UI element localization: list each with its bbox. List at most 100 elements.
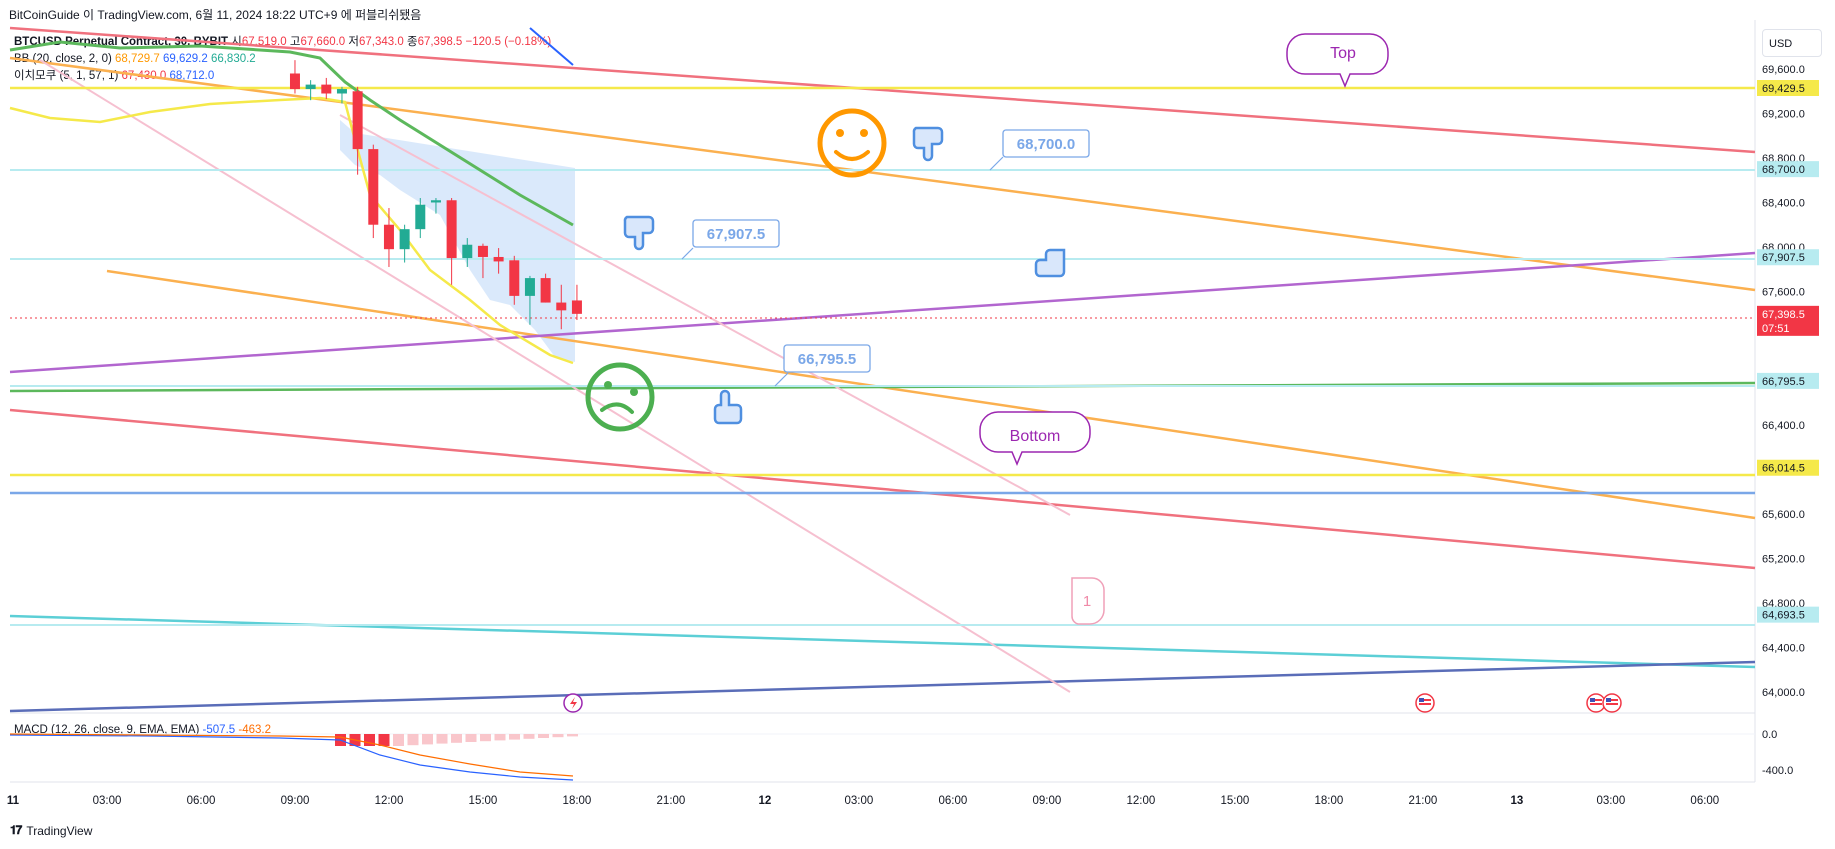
marker-1-shape xyxy=(1071,577,1105,625)
price-note-67907-box xyxy=(692,219,780,248)
time-tick-label: 21:00 xyxy=(1408,795,1437,807)
time-tick-label: 06:00 xyxy=(187,795,216,807)
open-label: 시 xyxy=(231,36,242,48)
happy-face-icon[interactable] xyxy=(817,108,887,178)
happy-face-circle xyxy=(817,108,887,178)
price-note-66795[interactable]: 66,795.5 xyxy=(774,344,871,387)
price-label-text: 66,795.5 xyxy=(1762,376,1805,388)
macd-legend[interactable]: MACD (12, 26, close, 9, EMA, EMA) -507.5… xyxy=(14,724,271,736)
confused-face-eye-right xyxy=(630,388,638,396)
ichimoku-cloud xyxy=(340,120,575,362)
callout-bottom[interactable]: Bottom xyxy=(979,411,1091,466)
candle-body xyxy=(571,300,582,314)
price-label-text: 68,700.0 xyxy=(1762,164,1805,176)
trendline-cyan[interactable] xyxy=(9,614,1756,669)
time-tick-label: 03:00 xyxy=(1596,795,1625,807)
lightning-glyph xyxy=(570,697,577,709)
time-axis[interactable]: 11 03:00 06:00 09:00 12:00 15:00 18:00 21:00 12 0… xyxy=(7,795,1719,807)
bb-lower-value: 66,830.2 xyxy=(210,53,256,65)
macd-histogram-bar xyxy=(436,734,448,744)
hand-pointer-1-shape xyxy=(623,215,655,251)
trendline-blue-short[interactable] xyxy=(529,27,574,66)
candle-body xyxy=(477,245,488,257)
price-tick-label: 64,000.0 xyxy=(1762,687,1805,699)
price-label-text: 67,398.5 xyxy=(1762,309,1805,321)
trendline-purple[interactable] xyxy=(9,251,1756,374)
price-note-67907[interactable]: 67,907.5 xyxy=(681,219,780,260)
candle-body xyxy=(368,149,379,225)
time-tick-label: 03:00 xyxy=(93,795,122,807)
price-note-68700-text: 68,700.0 xyxy=(1017,136,1075,153)
macd-line xyxy=(9,734,574,781)
us-flag-1-stripe-a xyxy=(1419,699,1431,701)
hand-pointer-icon-2[interactable] xyxy=(912,126,944,162)
time-tick-label: 13 xyxy=(1510,795,1523,807)
lightning-event-icon[interactable] xyxy=(563,693,583,713)
callout-top[interactable]: Top xyxy=(1286,33,1389,88)
happy-face-mouth xyxy=(834,150,870,161)
bb-basis xyxy=(9,40,574,227)
happy-face-eye-left xyxy=(836,129,844,137)
legend-row-bb[interactable]: BB (20, close, 2, 0) 68,729.7 69,629.2 6… xyxy=(14,51,551,68)
price-axis-labels: 69,429.5 68,700.0 67,907.5 67,398.5 07:51 66,… xyxy=(1757,80,1819,623)
confused-face-icon[interactable] xyxy=(585,362,655,432)
price-note-68700-box xyxy=(1002,129,1090,158)
price-label-bg xyxy=(1757,606,1819,623)
bb-lower xyxy=(9,96,574,365)
trendline-navy[interactable] xyxy=(9,660,1756,713)
candle-body xyxy=(509,260,520,296)
hand-pointer-icon-3[interactable] xyxy=(1034,248,1066,278)
us-flag-3-stripe-b xyxy=(1606,703,1618,705)
price-note-68700-leader xyxy=(989,156,1004,171)
tradingview-logo[interactable]: 𝟏𝟕 TradingView xyxy=(10,823,92,838)
candle-body xyxy=(289,73,300,90)
price-tick-label: 69,600.0 xyxy=(1762,64,1805,76)
us-flag-event-icon-3[interactable] xyxy=(1602,693,1622,713)
bb-basis-value: 68,729.7 xyxy=(115,53,160,65)
trendline-red-lower[interactable] xyxy=(9,408,1756,570)
candle-body xyxy=(415,204,426,230)
macd-tick-label: -400.0 xyxy=(1762,765,1793,777)
marker-1[interactable]: 1 xyxy=(1071,577,1105,625)
candle-body xyxy=(305,84,316,90)
close-value: 67,398.5 xyxy=(417,36,463,48)
low-value: 67,343.0 xyxy=(359,36,404,48)
us-flag-1-canton xyxy=(1419,698,1424,702)
currency-button[interactable]: USD xyxy=(1762,29,1822,57)
confused-face-circle xyxy=(585,362,655,432)
time-tick-label: 12:00 xyxy=(1126,795,1155,807)
hand-pointer-icon-4[interactable] xyxy=(713,389,743,425)
callout-bottom-text: Bottom xyxy=(1010,428,1061,445)
price-label-text: 69,429.5 xyxy=(1762,83,1805,95)
macd-pane xyxy=(9,733,1755,781)
candle-body xyxy=(524,278,535,296)
price-label-bg xyxy=(1757,249,1819,266)
candle-body xyxy=(336,89,347,94)
change-value: −120.5 (−0.18%) xyxy=(465,36,552,48)
candle-body xyxy=(446,200,457,259)
time-tick-label: 21:00 xyxy=(657,795,686,807)
us-flag-event-icon-1[interactable] xyxy=(1415,693,1435,713)
macd-signal-value: -463.2 xyxy=(238,724,271,736)
price-note-68700[interactable]: 68,700.0 xyxy=(989,129,1090,171)
hand-pointer-icon-1[interactable] xyxy=(623,215,655,251)
price-label-text: 67,907.5 xyxy=(1762,252,1805,264)
candle-body xyxy=(383,224,394,250)
price-label-bg xyxy=(1757,161,1819,178)
confused-face-mouth xyxy=(600,402,634,414)
us-flag-1-stripe-b xyxy=(1419,703,1431,705)
trendline-orange-upper[interactable] xyxy=(9,56,1756,292)
tradingview-logo-icon: 𝟏𝟕 xyxy=(10,823,22,837)
hand-pointer-4-shape xyxy=(713,389,743,425)
happy-face-eye-right xyxy=(860,129,868,137)
trendline-orange-lower[interactable] xyxy=(106,269,1756,520)
us-flag-2-canton xyxy=(1590,698,1595,702)
price-note-67907-leader xyxy=(681,247,694,260)
trendline-pink-1[interactable] xyxy=(39,59,1071,693)
macd-indicator-label: MACD (12, 26, close, 9, EMA, EMA) xyxy=(14,724,200,736)
trendline-pink-2[interactable] xyxy=(339,114,1071,516)
macd-histogram-bar xyxy=(552,734,564,738)
time-tick-label: 12:00 xyxy=(375,795,404,807)
trendline-red-upper[interactable] xyxy=(9,26,1756,154)
